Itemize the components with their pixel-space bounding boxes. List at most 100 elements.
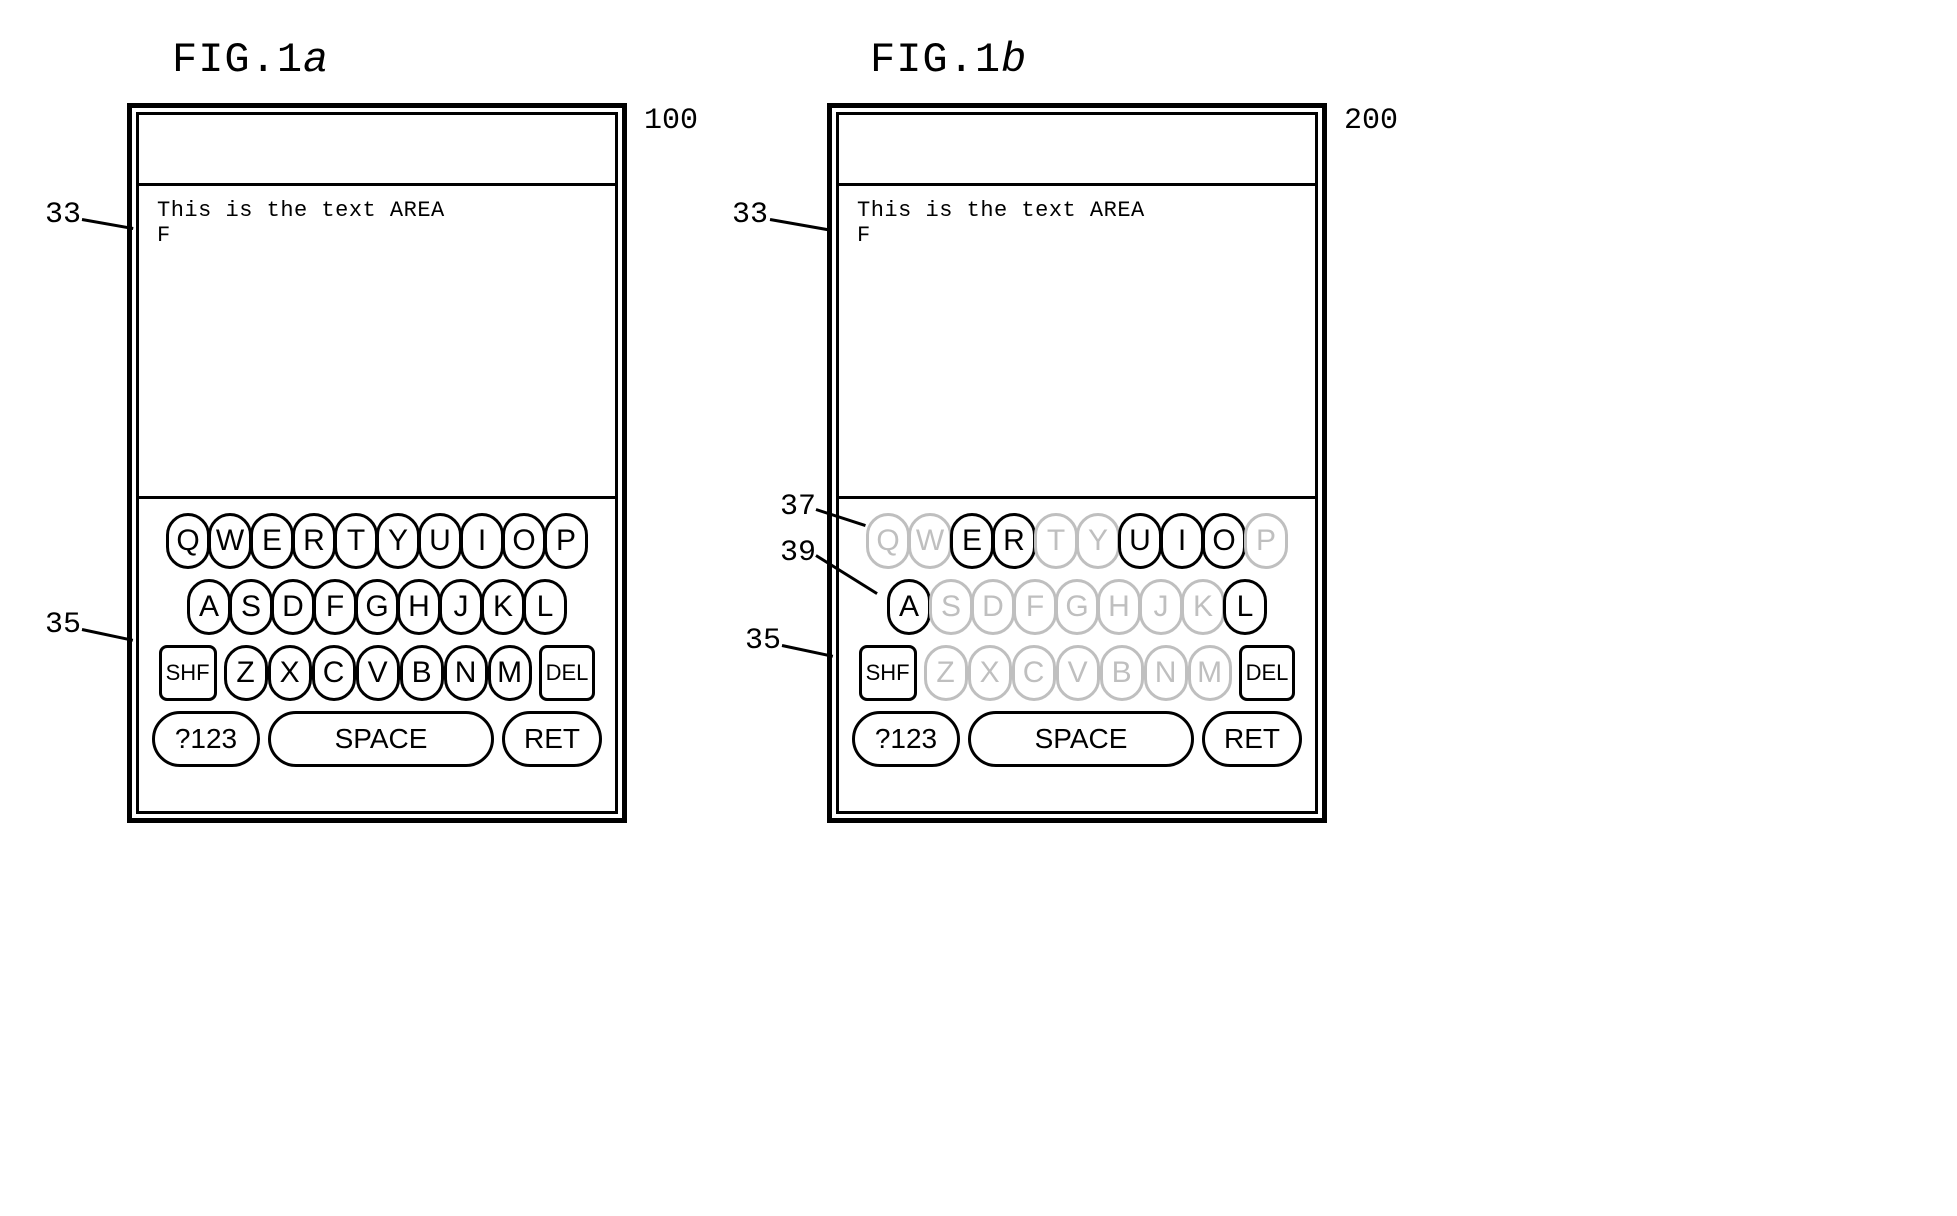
key-g-b[interactable]: G (1055, 579, 1099, 635)
key-v-b[interactable]: V (1056, 645, 1100, 701)
key-z-b[interactable]: Z (924, 645, 968, 701)
key-j-a[interactable]: J (439, 579, 483, 635)
key-p-b[interactable]: P (1244, 513, 1288, 569)
text-line1-a: This is the text AREA (157, 198, 445, 223)
key-f-a[interactable]: F (313, 579, 357, 635)
key-o-b[interactable]: O (1202, 513, 1246, 569)
key-a-a[interactable]: A (187, 579, 231, 635)
key-h-a[interactable]: H (397, 579, 441, 635)
text-area-b[interactable]: This is the text AREA F (839, 186, 1315, 496)
key-l-b[interactable]: L (1223, 579, 1267, 635)
key-n-b[interactable]: N (1144, 645, 1188, 701)
lead-line-35b (782, 644, 833, 658)
keyrow-4-a: ?123 SPACE RET (149, 711, 605, 767)
text-line2-a: F (157, 223, 597, 248)
key-y-a[interactable]: Y (376, 513, 420, 569)
key-u-b[interactable]: U (1118, 513, 1162, 569)
key-q-a[interactable]: Q (166, 513, 210, 569)
keyrow-4-b: ?123 SPACE RET (849, 711, 1305, 767)
ref-35-b: 35 (745, 624, 781, 658)
key-r-b[interactable]: R (992, 513, 1036, 569)
figure-1b-label: FIG.1b (870, 36, 1027, 84)
key-t-a[interactable]: T (334, 513, 378, 569)
key-e-b[interactable]: E (950, 513, 994, 569)
key-y-b[interactable]: Y (1076, 513, 1120, 569)
fig1b-prefix: FIG.1 (870, 36, 1001, 84)
key-num-a[interactable]: ?123 (152, 711, 260, 767)
header-bar-a (139, 115, 615, 186)
key-m-a[interactable]: M (488, 645, 532, 701)
key-shift-b[interactable]: SHF (859, 645, 917, 701)
key-n-a[interactable]: N (444, 645, 488, 701)
key-q-b[interactable]: Q (866, 513, 910, 569)
key-t-b[interactable]: T (1034, 513, 1078, 569)
key-s-a[interactable]: S (229, 579, 273, 635)
keyboard-a: Q W E R T Y U I O P A S D F G H J K L (139, 496, 615, 811)
fig1a-prefix: FIG.1 (172, 36, 303, 84)
key-b-a[interactable]: B (400, 645, 444, 701)
key-m-b[interactable]: M (1188, 645, 1232, 701)
key-i-a[interactable]: I (460, 513, 504, 569)
ref-39-b: 39 (780, 536, 816, 570)
text-area-a[interactable]: This is the text AREA F (139, 186, 615, 496)
key-del-b[interactable]: DEL (1239, 645, 1296, 701)
key-g-a[interactable]: G (355, 579, 399, 635)
ref-100: 100 (644, 104, 698, 138)
figure-1a-label: FIG.1a (172, 36, 329, 84)
key-h-b[interactable]: H (1097, 579, 1141, 635)
key-v-a[interactable]: V (356, 645, 400, 701)
keyrow-2-a: A S D F G H J K L (149, 579, 605, 635)
key-e-a[interactable]: E (250, 513, 294, 569)
header-bar-b (839, 115, 1315, 186)
key-ret-b[interactable]: RET (1202, 711, 1302, 767)
key-l-a[interactable]: L (523, 579, 567, 635)
key-j-b[interactable]: J (1139, 579, 1183, 635)
key-w-a[interactable]: W (208, 513, 252, 569)
key-d-a[interactable]: D (271, 579, 315, 635)
ref-200: 200 (1344, 104, 1398, 138)
phone-mockup-b: This is the text AREA F Q W E R T Y U I … (827, 103, 1327, 823)
key-o-a[interactable]: O (502, 513, 546, 569)
phone-mockup-a: This is the text AREA F Q W E R T Y U I … (127, 103, 627, 823)
key-x-b[interactable]: X (968, 645, 1012, 701)
key-w-b[interactable]: W (908, 513, 952, 569)
key-k-b[interactable]: K (1181, 579, 1225, 635)
key-r-a[interactable]: R (292, 513, 336, 569)
key-s-b[interactable]: S (929, 579, 973, 635)
keyrow-2-b: A S D F G H J K L (849, 579, 1305, 635)
key-d-b[interactable]: D (971, 579, 1015, 635)
key-num-b[interactable]: ?123 (852, 711, 960, 767)
fig1a-suffix: a (303, 36, 329, 84)
ref-33-b: 33 (732, 198, 768, 232)
key-p-a[interactable]: P (544, 513, 588, 569)
key-del-a[interactable]: DEL (539, 645, 596, 701)
keyrow-3-b: SHF Z X C V B N M DEL (849, 645, 1305, 701)
keyrow-3-a: SHF Z X C V B N M DEL (149, 645, 605, 701)
key-z-a[interactable]: Z (224, 645, 268, 701)
text-line1-b: This is the text AREA (857, 198, 1145, 223)
ref-35-a: 35 (45, 608, 81, 642)
key-k-a[interactable]: K (481, 579, 525, 635)
key-c-b[interactable]: C (1012, 645, 1056, 701)
key-i-b[interactable]: I (1160, 513, 1204, 569)
ref-37-b: 37 (780, 490, 816, 524)
keyboard-b: Q W E R T Y U I O P A S D F G H J K L (839, 496, 1315, 811)
key-space-a[interactable]: SPACE (268, 711, 494, 767)
keyrow-1-b: Q W E R T Y U I O P (849, 513, 1305, 569)
keyrow-1-a: Q W E R T Y U I O P (149, 513, 605, 569)
lead-line-35a (82, 628, 133, 642)
lead-line-33a (82, 218, 134, 230)
ref-33-a: 33 (45, 198, 81, 232)
key-a-b[interactable]: A (887, 579, 931, 635)
fig1b-suffix: b (1001, 36, 1027, 84)
key-c-a[interactable]: C (312, 645, 356, 701)
key-ret-a[interactable]: RET (502, 711, 602, 767)
key-x-a[interactable]: X (268, 645, 312, 701)
key-shift-a[interactable]: SHF (159, 645, 217, 701)
key-u-a[interactable]: U (418, 513, 462, 569)
key-b-b[interactable]: B (1100, 645, 1144, 701)
lead-line-33b (770, 218, 832, 232)
key-space-b[interactable]: SPACE (968, 711, 1194, 767)
diagram-canvas: FIG.1a FIG.1b 100 200 33 35 33 35 37 39 … (0, 0, 1957, 1216)
key-f-b[interactable]: F (1013, 579, 1057, 635)
